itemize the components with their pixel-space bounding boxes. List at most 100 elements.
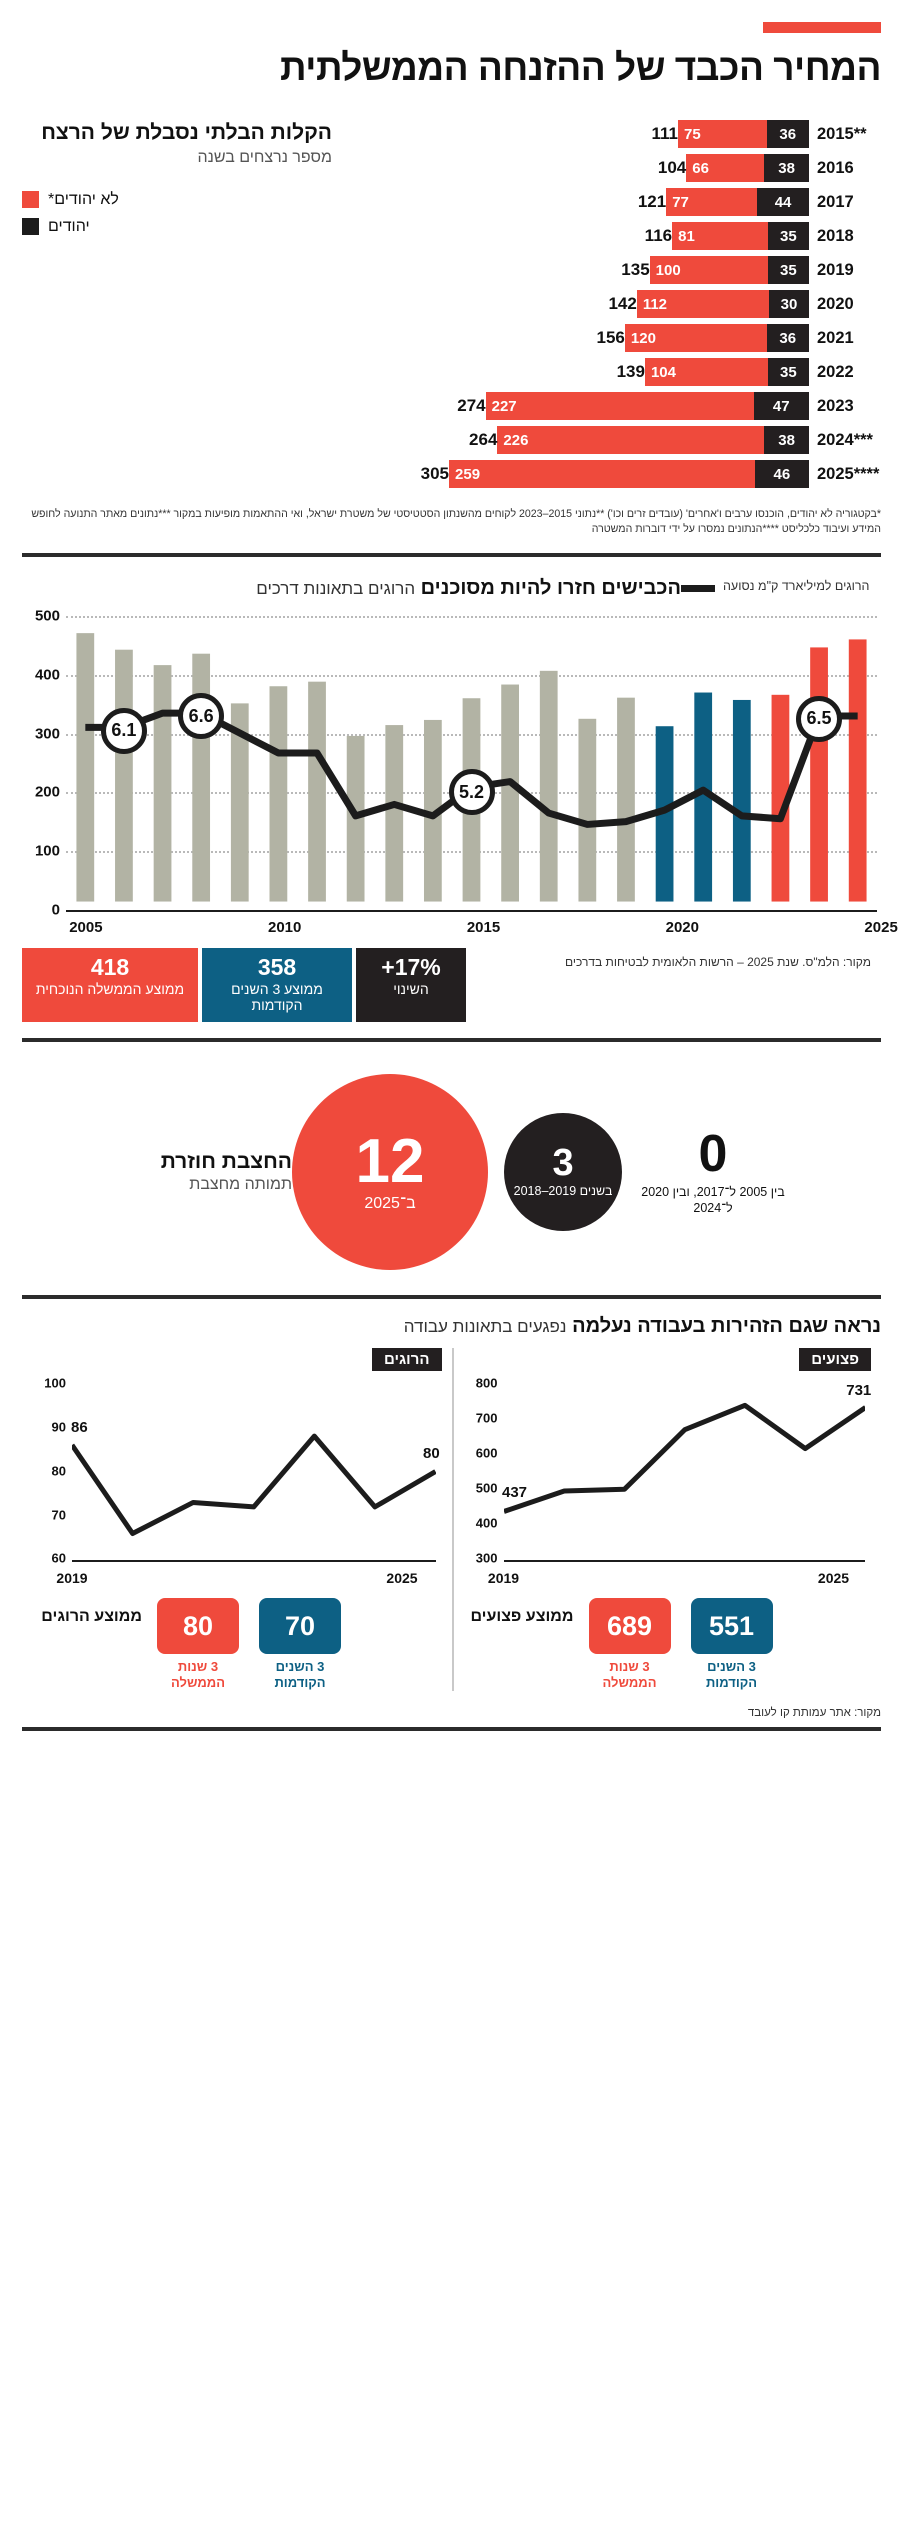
mini-x-tick: 2019 bbox=[487, 1570, 520, 1587]
murders-segment-non-jews: 75 bbox=[678, 120, 767, 148]
injuries-previous-value: 551 bbox=[690, 1598, 773, 1655]
divider-1 bbox=[22, 553, 881, 558]
murders-segment-jews: 46 bbox=[754, 460, 809, 488]
injuries-pill-previous: 551 3 השנים הקודמות bbox=[686, 1598, 778, 1690]
injuries-x-axis bbox=[503, 1560, 865, 1563]
murders-bar-row: 2020 30 112 142 bbox=[336, 289, 881, 319]
murders-row-total: 142 bbox=[608, 294, 637, 313]
divider-2 bbox=[22, 1038, 881, 1043]
divider-bottom bbox=[22, 1726, 881, 1731]
roads-x-tick: 2015 bbox=[466, 919, 501, 937]
fatalities-pill-previous: 70 3 השנים הקודמות bbox=[254, 1598, 346, 1690]
injuries-avg-caption: ממוצע פצועים bbox=[470, 1608, 574, 1626]
fatalities-plot-area: 86 80 bbox=[71, 1383, 440, 1560]
murders-segment-jews: 36 bbox=[766, 324, 809, 352]
quarries-subtitle: תמותה מחצבת bbox=[189, 1175, 292, 1193]
roads-x-tick: 2005 bbox=[69, 919, 103, 937]
murders-segment-non-jews: 120 bbox=[624, 324, 767, 352]
legend-label-jews: יהודים bbox=[48, 217, 90, 235]
murders-row-total: 116 bbox=[644, 226, 673, 245]
zero-caption: בין 2005 ל־2017, ובין 2020 ל־2024 bbox=[641, 1184, 785, 1215]
injuries-line-chart: 437 731 300 400 500 600 700 800 2019 2025 bbox=[464, 1376, 871, 1592]
murders-row-year: 2020 bbox=[817, 294, 854, 313]
roads-x-tick: 2025 bbox=[864, 919, 898, 937]
roads-bar bbox=[694, 692, 713, 902]
roads-y-tick: 200 bbox=[34, 783, 60, 801]
murders-bar-row: 2021 36 120 156 bbox=[336, 323, 881, 353]
murders-segment-non-jews: 66 bbox=[686, 154, 765, 182]
murders-bar-row: 2016 38 66 104 bbox=[336, 153, 881, 183]
roads-x-axis bbox=[66, 910, 877, 913]
mini-y-tick: 100 bbox=[44, 1375, 66, 1391]
murders-segment-non-jews: 112 bbox=[636, 290, 769, 318]
roads-bar bbox=[308, 681, 326, 902]
roads-title-light: הרוגים בתאונות דרכים bbox=[256, 579, 416, 599]
roads-bar bbox=[269, 686, 288, 902]
stat-value-change: 17%+ bbox=[381, 954, 441, 981]
work-panel-injuries: פצועים 437 731 300 400 500 600 700 800 2019 2025… bbox=[451, 1348, 882, 1691]
stat-value-current: 418 bbox=[90, 954, 130, 981]
mini-y-tick: 400 bbox=[475, 1515, 498, 1531]
page-title: המחיר הכבד של ההזנחה הממשלתית bbox=[279, 47, 882, 88]
mini-y-tick: 80 bbox=[51, 1463, 66, 1479]
murders-row-year: 2017 bbox=[817, 192, 854, 211]
murders-segment-jews: 30 bbox=[769, 290, 809, 318]
roads-chart: 6.1 6.6 5.2 6.5 0 100 200 300 400 500 2005 2010 201… bbox=[22, 608, 898, 940]
murders-segment-non-jews: 104 bbox=[644, 358, 768, 386]
murders-segment-non-jews: 100 bbox=[649, 256, 768, 284]
circle-deaths-2018-2019: 3 בשנים 2019–2018 bbox=[504, 1112, 622, 1231]
murders-bar-row: 2025**** 46 259 305 bbox=[336, 459, 881, 489]
mini-point-label: 437 bbox=[501, 1484, 528, 1502]
murders-bar-chart: 2015** 36 75 111 2016 38 66 104 2017 44 77 121 2018 3… bbox=[332, 119, 881, 493]
infographic-page: המחיר הכבד של ההזנחה הממשלתית הקלות הבלת… bbox=[0, 22, 903, 2522]
divider-3 bbox=[22, 1295, 881, 1300]
injuries-averages: ממוצע פצועים 689 3 שנות הממשלה 551 3 השנ… bbox=[464, 1598, 872, 1690]
work-title-block: נראה שגם הזהירות בעבודה נעלמה נפגעים בתא… bbox=[22, 1315, 881, 1338]
legend-label-non-jews: לא יהודים* bbox=[48, 190, 119, 208]
roads-rate-callout: 6.5 bbox=[796, 695, 843, 742]
murders-bar-row: 2018 35 81 116 bbox=[336, 221, 881, 251]
murders-footnote: *בקטגוריה לא יהודים, הוכנסו ערבים ו'אחרי… bbox=[31, 508, 881, 536]
roads-gridline bbox=[66, 616, 877, 619]
murders-segment-non-jews: 77 bbox=[666, 188, 758, 216]
mini-series-line bbox=[504, 1406, 866, 1512]
mini-y-tick: 90 bbox=[51, 1419, 66, 1435]
murders-row-total: 305 bbox=[420, 464, 450, 483]
roads-bar bbox=[732, 700, 751, 902]
roads-y-tick: 0 bbox=[51, 901, 60, 919]
injuries-pill-current: 689 3 שנות הממשלה bbox=[584, 1598, 676, 1690]
roads-title-bold: הכבישים חזרו להיות מסוכנים bbox=[420, 577, 681, 600]
roads-rate-callout: 6.1 bbox=[100, 707, 147, 754]
mini-series-line bbox=[72, 1436, 436, 1533]
murders-row-total: 264 bbox=[469, 430, 498, 449]
fatalities-tag: הרוגים bbox=[371, 1348, 442, 1372]
fatalities-line-chart: 86 80 60 70 80 90 100 2019 2025 bbox=[32, 1375, 442, 1592]
mini-y-tick: 300 bbox=[475, 1550, 498, 1566]
fatalities-avg-caption: ממוצע הרוגים bbox=[41, 1608, 142, 1626]
stat-previous-3-years-average: 358 ממוצע 3 השנים הקודמות bbox=[202, 948, 352, 1023]
roads-bar bbox=[578, 718, 597, 902]
murders-row-year: 2021 bbox=[817, 328, 854, 347]
murders-bar-row: 2024*** 38 226 264 bbox=[336, 425, 881, 455]
murders-segment-non-jews: 227 bbox=[485, 392, 754, 420]
mini-y-tick: 700 bbox=[475, 1410, 498, 1426]
fatalities-current-value: 80 bbox=[157, 1598, 239, 1655]
roads-title-block: הכבישים חזרו להיות מסוכנים הרוגים בתאונו… bbox=[22, 577, 681, 600]
circle-number-2018-2019: 3 bbox=[552, 1142, 574, 1185]
stat-label-change: השינוי bbox=[393, 981, 429, 998]
fatalities-previous-value: 70 bbox=[259, 1598, 341, 1655]
circle-caption-2025: ב־2025 bbox=[364, 1194, 416, 1212]
roads-bar bbox=[385, 725, 404, 902]
quarries-figures: 12 ב־2025 3 בשנים 2019–2018 0 בין 2005 ל… bbox=[292, 1073, 881, 1270]
murders-segment-jews: 35 bbox=[767, 358, 809, 386]
legend-swatch-black-icon bbox=[22, 218, 39, 236]
murders-legend: לא יהודים* יהודים bbox=[22, 191, 332, 236]
circle-number-2025: 12 bbox=[355, 1126, 425, 1196]
fatalities-pill-current: 80 3 שנות הממשלה bbox=[152, 1598, 244, 1690]
roads-bar bbox=[771, 694, 790, 902]
fatalities-current-caption: 3 שנות הממשלה bbox=[171, 1659, 225, 1690]
roads-bar bbox=[655, 726, 674, 902]
roads-plot-area: 6.1 6.6 5.2 6.5 bbox=[66, 616, 877, 913]
circle-deaths-2025: 12 ב־2025 bbox=[292, 1073, 488, 1270]
quarries-section: החצבת חוזרת תמותה מחצבת 12 ב־2025 3 בשני… bbox=[22, 1064, 881, 1279]
